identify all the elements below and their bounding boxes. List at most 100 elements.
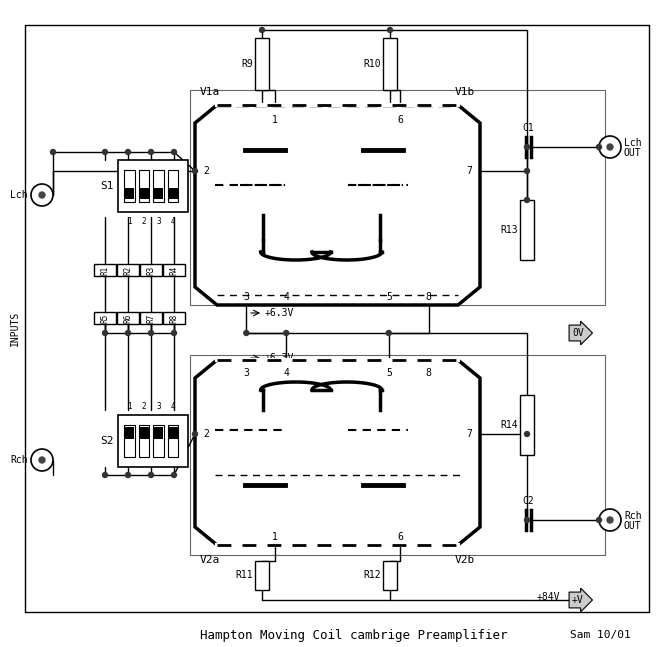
Circle shape [607,517,613,523]
Text: OUT: OUT [624,521,642,531]
Bar [154,427,163,439]
Text: C1: C1 [522,123,534,133]
Text: 4: 4 [171,217,175,226]
Text: 7: 7 [466,166,472,176]
Text: 5: 5 [386,368,392,378]
Bar [168,188,178,199]
Bar [140,312,162,324]
Text: R11: R11 [235,571,253,580]
Bar [255,561,269,590]
Text: Sam 10/01: Sam 10/01 [570,630,631,640]
Circle shape [102,149,108,155]
Bar [94,312,116,324]
Bar [190,355,605,555]
Circle shape [244,331,249,336]
Text: +6.3V: +6.3V [265,308,294,318]
Circle shape [607,144,613,150]
Circle shape [387,28,393,32]
Circle shape [171,331,177,336]
Bar [520,200,534,260]
Circle shape [126,149,130,155]
Text: C2: C2 [522,496,534,506]
Circle shape [193,168,197,173]
Bar [167,425,179,457]
Text: 4: 4 [171,402,175,411]
Text: V1b: V1b [455,87,475,97]
Text: 3: 3 [156,402,161,411]
Text: Rch: Rch [624,511,642,521]
Bar [153,425,164,457]
Text: 7: 7 [466,429,472,439]
Text: V2a: V2a [200,555,220,565]
Text: 3: 3 [156,217,161,226]
Text: R10: R10 [363,59,381,69]
Bar [520,395,534,455]
Circle shape [171,472,177,477]
Bar [167,170,179,202]
Circle shape [102,331,108,336]
Text: Rch: Rch [11,455,28,465]
Circle shape [193,432,197,437]
Bar [140,264,162,276]
Circle shape [31,449,53,471]
Circle shape [31,184,53,206]
Circle shape [524,518,529,523]
Text: 3: 3 [244,368,250,378]
Circle shape [102,472,108,477]
Text: R6: R6 [124,313,132,323]
Text: V2b: V2b [455,555,475,565]
Bar [138,425,149,457]
Text: S2: S2 [100,436,114,446]
Polygon shape [195,105,480,305]
Text: R9: R9 [242,59,253,69]
Circle shape [149,472,153,477]
Circle shape [260,28,264,32]
Circle shape [386,331,391,336]
Text: 2: 2 [142,402,147,411]
Polygon shape [195,360,480,545]
Text: R1: R1 [100,265,110,274]
Text: 2: 2 [203,166,209,176]
Bar [163,264,185,276]
Circle shape [149,331,153,336]
Bar [255,38,269,90]
Text: Hampton Moving Coil cambrige Preamplifier: Hampton Moving Coil cambrige Preamplifie… [200,628,508,641]
Text: 8: 8 [425,368,432,378]
Bar [168,427,178,439]
Bar [117,264,139,276]
Text: 1: 1 [127,217,132,226]
Text: 5: 5 [386,292,392,302]
Text: 0V: 0V [572,328,584,338]
Circle shape [524,144,529,149]
Text: R5: R5 [100,313,110,323]
Text: 8: 8 [425,292,432,302]
Bar [124,425,135,457]
Bar [138,170,149,202]
Circle shape [599,509,621,531]
Text: OUT: OUT [624,148,642,158]
Bar [190,90,605,305]
Text: R14: R14 [500,420,518,430]
Bar [117,312,139,324]
Text: 1: 1 [272,115,278,125]
Text: R8: R8 [169,313,179,323]
Text: 6: 6 [397,115,403,125]
Circle shape [284,331,289,336]
Text: +6.3V: +6.3V [265,353,294,363]
Text: R12: R12 [363,571,381,580]
Text: Lch: Lch [11,190,28,200]
Text: R13: R13 [500,225,518,235]
Text: 4: 4 [283,368,289,378]
Circle shape [597,518,601,523]
Text: R2: R2 [124,265,132,274]
Bar [154,188,163,199]
Bar [139,427,149,439]
Bar [124,170,135,202]
Bar [383,561,397,590]
Bar [94,264,116,276]
Circle shape [39,457,45,463]
Circle shape [126,331,130,336]
Bar [153,170,164,202]
Circle shape [50,149,56,155]
Bar [118,415,188,467]
